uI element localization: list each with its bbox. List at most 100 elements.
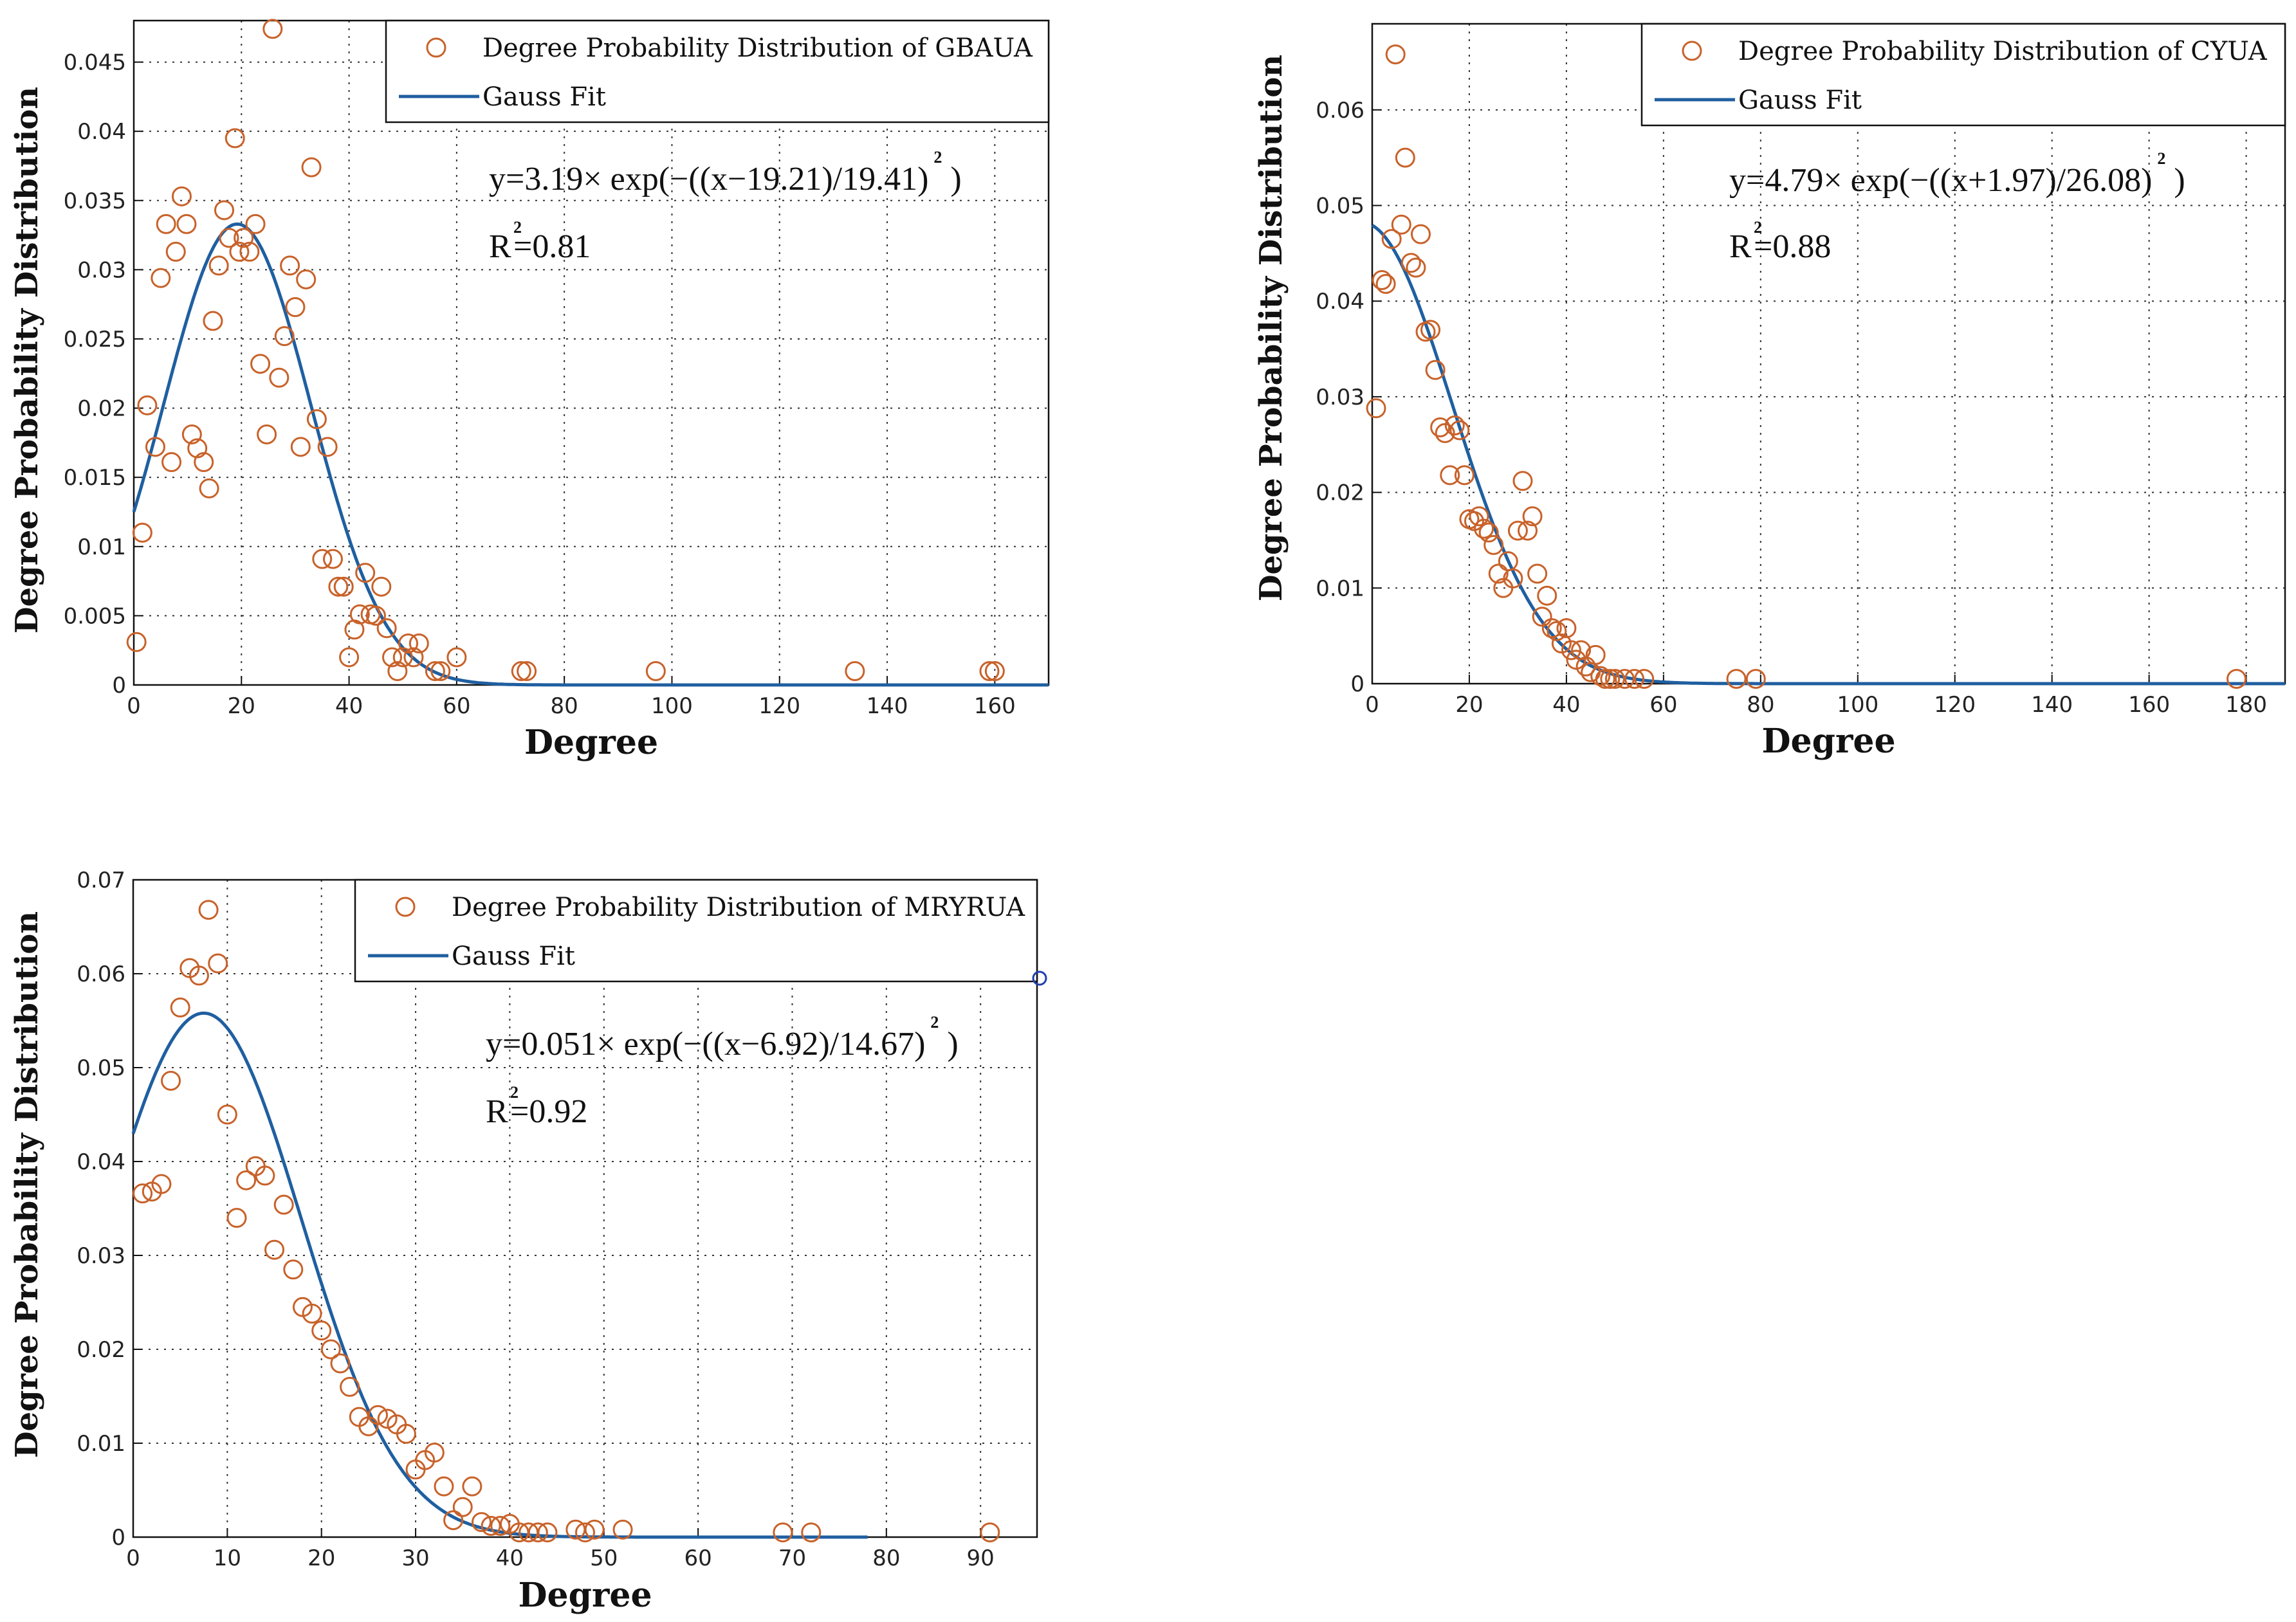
data-point <box>376 618 397 639</box>
x-tick-label: 80 <box>1747 692 1774 718</box>
x-tick-label: 0 <box>126 1545 140 1571</box>
data-point <box>239 241 260 262</box>
data-point <box>171 186 192 206</box>
data-point <box>1406 257 1426 278</box>
y-tick-label: 0.05 <box>1316 194 1364 219</box>
data-point <box>645 661 666 681</box>
data-point <box>612 1519 633 1540</box>
y-axis-label: Degree Probability Distribution <box>9 87 45 633</box>
data-point <box>1395 147 1415 168</box>
data-point <box>355 563 376 583</box>
data-point <box>1483 534 1504 555</box>
data-point <box>1375 273 1396 294</box>
gauss-fit-line <box>132 222 1049 687</box>
y-tick-label: 0.045 <box>64 50 126 76</box>
equation-exponent: 2 <box>2157 149 2165 168</box>
data-point <box>290 437 311 457</box>
y-tick-label: 0.04 <box>77 1149 125 1175</box>
data-point <box>371 576 392 597</box>
data-point <box>1410 224 1431 244</box>
x-tick-label: 0 <box>1365 692 1379 718</box>
data-point <box>1614 669 1635 689</box>
data-point <box>151 1174 172 1194</box>
data-point <box>1551 633 1572 654</box>
data-point <box>126 632 147 652</box>
data-point <box>1469 506 1489 527</box>
y-tick-label: 0.03 <box>77 257 126 283</box>
data-point <box>301 157 322 178</box>
data-point <box>430 661 451 681</box>
data-point <box>472 1512 492 1533</box>
data-point <box>979 661 1000 681</box>
data-point <box>1503 568 1523 588</box>
x-tick-label: 10 <box>214 1545 241 1571</box>
data-point <box>1556 618 1577 639</box>
x-tick-label: 120 <box>1934 692 1976 718</box>
data-point <box>229 241 250 262</box>
data-point <box>1590 666 1611 686</box>
data-point <box>176 214 197 234</box>
data-point <box>528 1522 548 1543</box>
equation-close-paren: ) <box>947 1026 958 1062</box>
x-axis-label: Degree <box>518 1576 652 1615</box>
legend-box <box>354 879 1038 983</box>
chart-panel-mryrua: 0 10 20 30 40 50 60 70 80 90 0 0.01 0.02 0.03 0.04 0.05… <box>9 868 1038 1615</box>
data-point <box>151 268 171 288</box>
y-tick-label: 0.02 <box>77 396 126 422</box>
x-tick-label: 40 <box>496 1545 524 1571</box>
data-point <box>255 1165 275 1186</box>
data-point <box>490 1515 511 1536</box>
data-point <box>1561 640 1581 661</box>
data-point <box>225 128 245 149</box>
legend-marker-icon <box>426 37 446 58</box>
data-point <box>214 200 235 221</box>
data-point <box>208 255 229 276</box>
data-point <box>584 1519 605 1540</box>
data-point <box>339 647 360 668</box>
legend-entry-data: Degree Probability Distribution of CYUA <box>1738 37 2268 66</box>
legend-entry-fit: Gauss Fit <box>452 942 575 971</box>
data-point <box>1454 465 1474 486</box>
data-point <box>312 549 333 569</box>
data-point <box>801 1522 822 1543</box>
data-point <box>1474 518 1494 539</box>
data-point <box>165 241 186 262</box>
x-tick-label: 20 <box>1455 692 1483 718</box>
chart-panel-cyua: 0 20 40 60 80 100 120 140 160 180 0 0.01 0.02 0.03 0.0… <box>1253 23 2286 761</box>
y-tick-label: 0.04 <box>77 119 126 145</box>
data-point <box>403 647 424 668</box>
data-point <box>443 1510 464 1531</box>
r-squared-exponent: 2 <box>1754 218 1762 237</box>
data-point <box>161 452 182 473</box>
data-point <box>1537 585 1557 606</box>
data-point <box>145 437 165 457</box>
data-point <box>306 409 327 430</box>
data-point <box>273 1194 294 1215</box>
legend-entry-fit: Gauss Fit <box>482 82 606 112</box>
x-tick-label: 60 <box>1649 692 1677 718</box>
data-point <box>1547 621 1567 641</box>
data-point <box>1401 253 1421 273</box>
y-tick-label: 0.01 <box>1316 576 1364 601</box>
x-tick-label: 160 <box>2128 692 2170 718</box>
x-axis-label: Degree <box>1761 722 1895 761</box>
y-tick-label: 0.02 <box>77 1337 125 1363</box>
x-tick-label: 140 <box>2031 692 2073 718</box>
data-point <box>446 647 467 668</box>
r-squared-label: R <box>1729 228 1752 265</box>
y-tick-label: 0.03 <box>1316 385 1364 410</box>
legend-box <box>385 19 1050 123</box>
r-squared-exponent: 2 <box>510 1083 519 1102</box>
data-point <box>425 661 445 681</box>
y-axis-label: Degree Probability Distribution <box>1253 55 1289 601</box>
x-tick-label: 20 <box>228 693 255 719</box>
data-point <box>194 452 214 473</box>
data-point <box>349 604 370 624</box>
data-point <box>257 424 277 444</box>
y-tick-label: 0.06 <box>1316 98 1364 123</box>
data-point <box>156 214 176 234</box>
data-point <box>330 1353 351 1374</box>
y-tick-label: 0 <box>111 1525 125 1551</box>
legend-marker-icon <box>395 897 416 917</box>
